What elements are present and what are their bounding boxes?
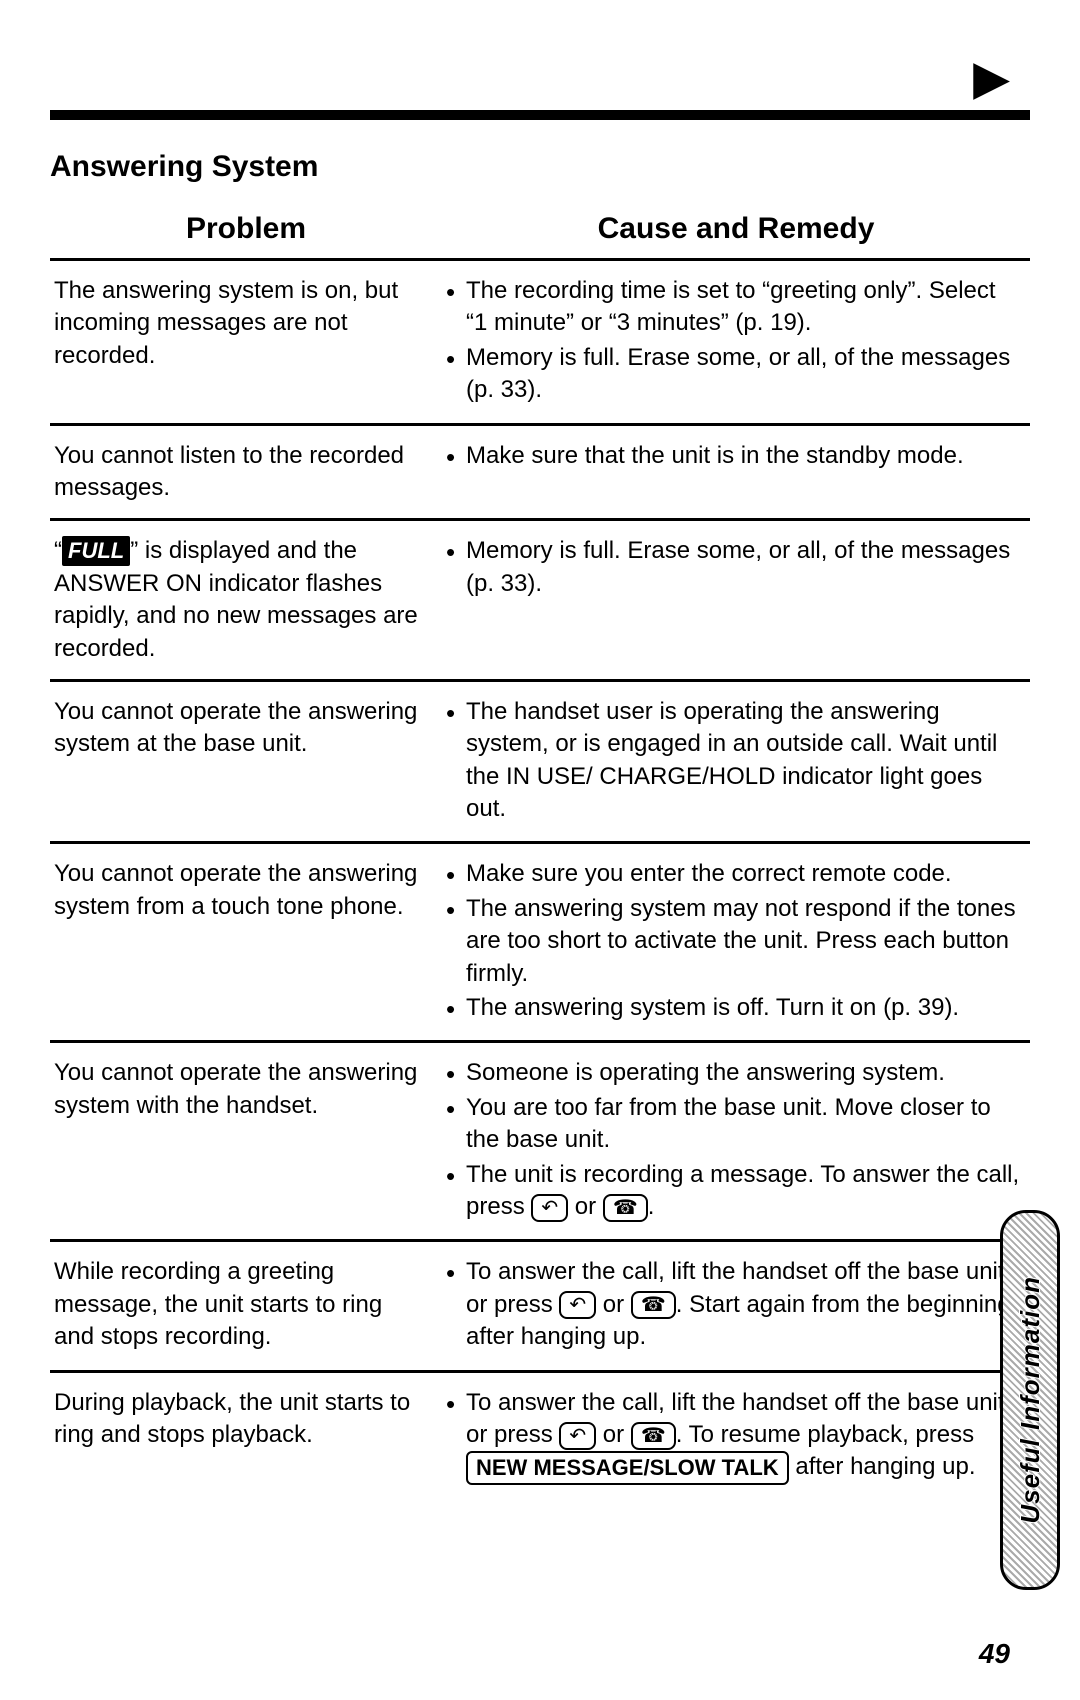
table-row-problem: “FULL” is displayed and the ANSWER ON in… [50, 520, 442, 681]
top-heavy-rule [50, 110, 1030, 120]
remedy-item: To answer the call, lift the handset off… [446, 1387, 1022, 1485]
remedy-item: Someone is operating the answering syste… [446, 1057, 1022, 1089]
table-row-remedy: To answer the call, lift the handset off… [442, 1241, 1030, 1371]
table-row-problem: You cannot operate the answering system … [50, 843, 442, 1042]
troubleshooting-table: Problem Cause and Remedy The answering s… [50, 204, 1030, 1501]
page-number: 49 [979, 1638, 1010, 1670]
table-row-problem: You cannot listen to the recorded messag… [50, 424, 442, 520]
remedy-item: Memory is full. Erase some, or all, of t… [446, 342, 1022, 407]
side-tab-label: Useful Information [1015, 1276, 1046, 1524]
remedy-item: The handset user is operating the answer… [446, 696, 1022, 826]
next-page-arrow-icon: ▶ [973, 55, 1010, 103]
table-row-problem: The answering system is on, but incoming… [50, 260, 442, 425]
remedy-item: To answer the call, lift the handset off… [446, 1256, 1022, 1353]
table-row-remedy: Memory is full. Erase some, or all, of t… [442, 520, 1030, 681]
remedy-item: The unit is recording a message. To answ… [446, 1159, 1022, 1224]
table-row-remedy: The handset user is operating the answer… [442, 680, 1030, 843]
table-row-remedy: Make sure you enter the correct remote c… [442, 843, 1030, 1042]
table-row-remedy: To answer the call, lift the handset off… [442, 1371, 1030, 1501]
remedy-item: The answering system may not respond if … [446, 893, 1022, 990]
remedy-item: Make sure that the unit is in the standb… [446, 440, 1022, 472]
table-row-remedy: Make sure that the unit is in the standb… [442, 424, 1030, 520]
section-title: Answering System [50, 150, 1030, 184]
table-row-problem: During playback, the unit starts to ring… [50, 1371, 442, 1501]
table-row-remedy: Someone is operating the answering syste… [442, 1042, 1030, 1241]
remedy-item: Memory is full. Erase some, or all, of t… [446, 535, 1022, 600]
table-row-remedy: The recording time is set to “greeting o… [442, 260, 1030, 425]
remedy-item: You are too far from the base unit. Move… [446, 1092, 1022, 1157]
col-header-remedy: Cause and Remedy [442, 204, 1030, 260]
table-row-problem: While recording a greeting message, the … [50, 1241, 442, 1371]
remedy-item: The recording time is set to “greeting o… [446, 275, 1022, 340]
col-header-problem: Problem [50, 204, 442, 260]
table-row-problem: You cannot operate the answering system … [50, 680, 442, 843]
side-tab: Useful Information [1000, 1210, 1060, 1590]
remedy-item: Make sure you enter the correct remote c… [446, 858, 1022, 890]
remedy-item: The answering system is off. Turn it on … [446, 992, 1022, 1024]
table-row-problem: You cannot operate the answering system … [50, 1042, 442, 1241]
